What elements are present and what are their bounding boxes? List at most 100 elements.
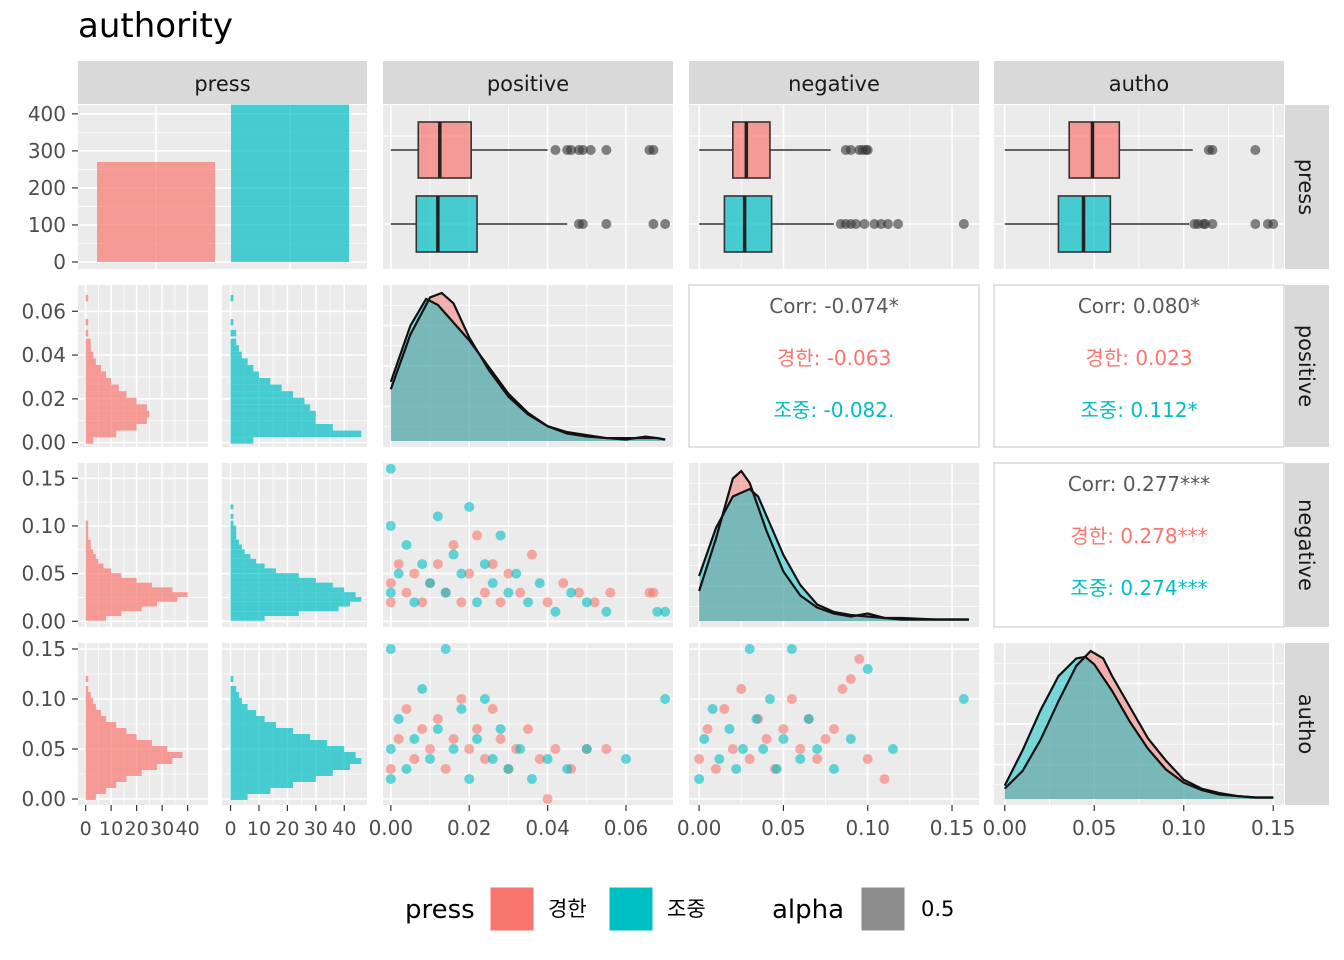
hist-bar-경한 (85, 525, 89, 531)
hist-bar-조중 (230, 520, 234, 526)
scatter-point-경한 (409, 568, 420, 579)
box-경한 (732, 121, 771, 179)
hist-bar-조중 (230, 587, 345, 593)
x-tick-label: 20 (125, 818, 149, 840)
outlier-point (601, 145, 612, 155)
scatter-point-경한 (879, 774, 890, 784)
hist-bar-경한 (85, 554, 96, 559)
scatter-point-경한 (573, 587, 584, 598)
hist-bar-경한 (85, 770, 142, 776)
scatter-point-경한 (719, 704, 730, 714)
hist-bar-경한 (85, 378, 112, 385)
hist-bar-조중 (230, 437, 254, 444)
scatter-point-경한 (515, 587, 526, 598)
scatter-point-경한 (393, 559, 404, 570)
hist-bar-조중 (230, 554, 251, 559)
scatter-point-경한 (432, 559, 443, 570)
scatter-point-경한 (464, 568, 475, 579)
scatter-point-조중 (385, 587, 396, 598)
scatter-point-조중 (786, 644, 797, 654)
scatter-point-조중 (581, 597, 592, 608)
scatter-point-경한 (605, 587, 616, 598)
hist-bar-경한 (85, 568, 112, 574)
hist-bar-경한 (85, 549, 94, 555)
x-tick-label: 0.10 (1161, 816, 1206, 840)
hist-bar-경한 (85, 351, 94, 359)
hist-bar-경한 (85, 437, 94, 444)
scatter-point-조중 (660, 606, 671, 617)
hist-bar-조중 (230, 378, 271, 385)
scatter-point-조중 (464, 774, 475, 784)
scatter-point-경한 (448, 734, 459, 744)
y-tick-label: 0.10 (21, 514, 66, 538)
scatter-point-조중 (385, 644, 396, 654)
hist-bar-조중 (230, 752, 356, 758)
scatter-point-경한 (393, 734, 404, 744)
box-경한 (1068, 121, 1121, 179)
y-tick-label: 300 (28, 139, 66, 163)
hist-bar-경한 (85, 611, 122, 617)
scatter-point-경한 (702, 724, 713, 734)
hist-bar-조중 (230, 770, 333, 776)
scatter-point-조중 (487, 578, 498, 589)
outlier-point (882, 219, 893, 229)
hist-bar-경한 (85, 782, 117, 788)
scatter-point-조중 (440, 587, 451, 598)
scatter-point-조중 (417, 684, 428, 694)
outlier-point (648, 219, 659, 229)
scatter-point-경한 (464, 744, 475, 754)
hist-bar-조중 (230, 716, 265, 722)
scatter-point-조중 (479, 559, 490, 570)
outlier-point (1207, 219, 1218, 229)
scatter-point-경한 (472, 724, 483, 734)
scatter-point-조중 (432, 724, 443, 734)
scatter-point-경한 (526, 549, 537, 560)
scatter-point-경한 (417, 597, 428, 608)
hist-bar-조중 (230, 338, 237, 346)
hist-bar-조중 (230, 764, 350, 770)
scatter-point-조중 (495, 530, 506, 541)
x-tick-label: 0 (80, 818, 92, 840)
x-tick-label: 0.00 (369, 816, 414, 840)
hist-bar-경한 (85, 746, 168, 752)
hist-bar-조중 (230, 404, 311, 411)
box-경한 (417, 121, 472, 179)
hist-bar-조중 (230, 345, 240, 352)
hist-bar-조중 (230, 692, 240, 698)
scatter-point-조중 (464, 501, 475, 512)
scatter-point-경한 (448, 540, 459, 550)
scatter-point-조중 (515, 744, 526, 754)
scatter-point-조중 (401, 764, 412, 774)
scatter-point-조중 (764, 694, 775, 704)
strip-row-label-autho: autho (1294, 694, 1318, 755)
scatter-point-경한 (795, 744, 806, 754)
x-tick-label: 0.04 (525, 816, 570, 840)
hist-bar-조중 (230, 722, 277, 728)
legend-label-조중: 조중 (667, 897, 706, 921)
scatter-point-경한 (854, 654, 865, 664)
scatter-point-조중 (744, 644, 755, 654)
scatter-point-조중 (503, 764, 514, 774)
x-tick-label: 0 (224, 818, 236, 840)
hist-bar-경한 (85, 530, 89, 535)
hist-bar-조중 (230, 746, 345, 752)
scatter-point-경한 (456, 694, 467, 704)
hist-bar-조중 (230, 606, 339, 612)
scatter-point-경한 (432, 714, 443, 724)
scatter-point-조중 (724, 724, 735, 734)
x-tick-label: 40 (332, 818, 356, 840)
hist-bar-경한 (85, 404, 147, 411)
scatter-point-경한 (837, 684, 848, 694)
density-area-조중 (390, 298, 666, 441)
y-tick-label: 200 (28, 176, 66, 200)
hist-bar-조중 (230, 424, 333, 431)
x-tick-label: 0.05 (761, 816, 806, 840)
hist-bar-조중 (230, 776, 316, 782)
corr-조중: 조중: -0.082. (774, 398, 895, 422)
hist-bar-조중 (230, 549, 245, 555)
scatter-point-조중 (737, 744, 748, 754)
hist-bar-경한 (85, 384, 119, 392)
hist-bar-조중 (230, 364, 254, 372)
scatter-point-조중 (562, 764, 573, 774)
scatter-point-경한 (495, 597, 506, 608)
